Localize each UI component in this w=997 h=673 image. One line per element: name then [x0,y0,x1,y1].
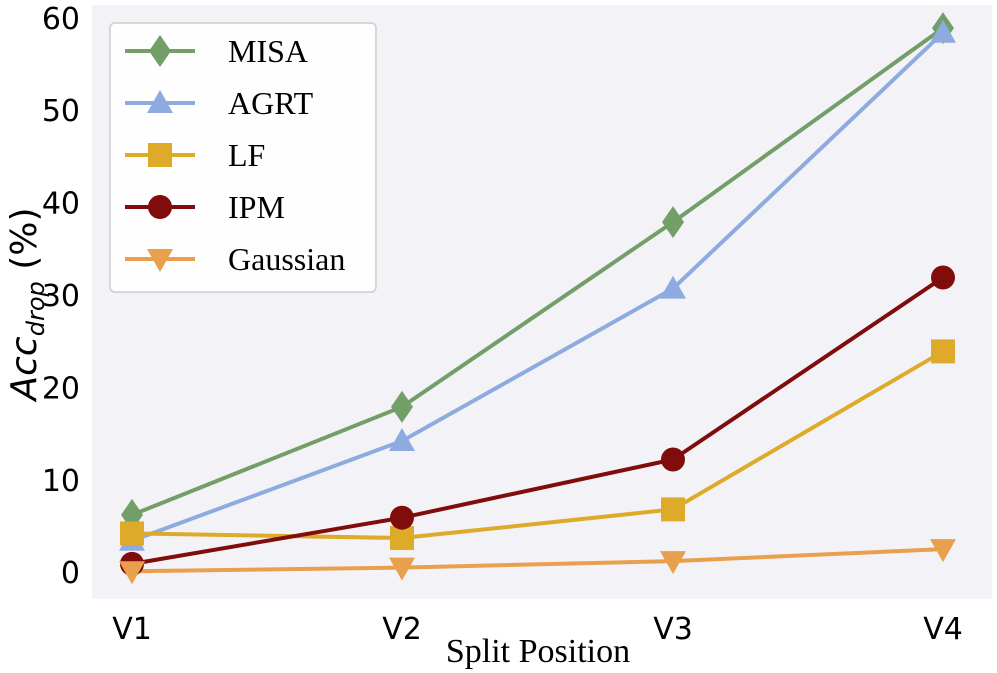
legend-marker-ipm [148,195,172,219]
legend-label-agrt: AGRT [228,85,314,121]
data-point-ipm [390,505,414,530]
y-axis-label: Accdrop (%) [4,208,50,403]
series-lines [130,26,945,574]
data-point-gaussian [389,557,415,581]
series-line-misa [130,26,945,517]
series-line-agrt [130,30,945,543]
y-tick-label: 30 [42,279,80,314]
series-line-ipm [130,275,945,566]
data-point-agrt [660,275,686,299]
data-point-gaussian [119,561,145,585]
legend-label-ipm: IPM [228,189,285,225]
y-tick-label: 50 [42,94,80,129]
y-tick-label: 10 [42,464,80,499]
y-axis-ticks: 0 10 20 30 40 50 60 [42,2,80,591]
x-axis-label: Split Position [446,633,630,670]
legend: MISA AGRT LF IPM Gaussian [109,22,377,293]
x-axis-ticks: V1 V2 V3 V4 [112,612,963,647]
data-point-misa [391,390,413,423]
y-axis-label-suffix: (%) [4,208,45,282]
legend-label-lf: LF [228,137,265,173]
data-point-lf [661,497,685,522]
legend-marker-gaussian [147,249,173,272]
series-markers [119,12,956,585]
legend-marker-lf [148,143,172,167]
data-point-lf [390,526,414,551]
data-point-gaussian [930,539,956,563]
x-tick-label: V4 [923,612,963,647]
x-tick-label: V2 [382,612,422,647]
x-tick-label: V3 [653,612,693,647]
legend-items: MISA AGRT LF IPM Gaussian [125,33,345,277]
data-point-lf [931,339,955,364]
y-tick-label: 40 [42,187,80,222]
data-point-gaussian [660,551,686,575]
series-line-lf [130,349,945,541]
data-point-agrt [930,19,956,43]
y-tick-label: 60 [42,2,80,37]
series-line-gaussian [130,547,945,574]
legend-label-gaussian: Gaussian [228,241,345,277]
y-axis-label-subscript: drop [22,281,50,336]
legend-label-misa: MISA [228,33,308,69]
y-tick-label: 0 [61,556,80,591]
legend-marker-agrt [147,90,173,113]
x-tick-label: V1 [112,612,152,647]
legend-marker-misa [149,35,171,67]
data-point-misa [662,206,684,239]
y-tick-label: 20 [42,371,80,406]
y-axis-label-main: Acc [4,336,45,402]
legend-box [109,22,377,293]
data-point-ipm [661,447,685,472]
data-point-agrt [389,428,415,452]
data-point-lf [120,521,144,546]
data-point-ipm [931,265,955,290]
